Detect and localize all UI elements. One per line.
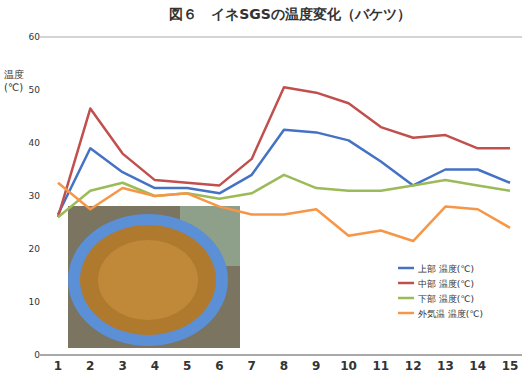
y-tick-label: 30	[29, 191, 41, 201]
y-tick-label: 60	[29, 32, 41, 42]
legend-swatch	[398, 312, 414, 315]
x-tick-label: 13	[437, 359, 454, 373]
x-tick-label: 3	[118, 359, 126, 373]
x-tick-label: 12	[405, 359, 422, 373]
x-tick-label: 7	[248, 359, 256, 373]
x-tick-label: 4	[151, 359, 159, 373]
x-tick-label: 10	[340, 359, 357, 373]
legend-swatch	[398, 297, 414, 300]
x-tick-label: 5	[183, 359, 191, 373]
y-tick-label: 10	[29, 297, 41, 307]
bucket-content-light	[98, 240, 198, 320]
x-tick-label: 6	[215, 359, 223, 373]
y-tick-label: 0	[34, 350, 40, 360]
legend: 上部 温度(℃) 中部 温度(℃) 下部 温度(℃) 外気温 温度(℃)	[398, 264, 483, 319]
y-tick-label: 40	[29, 138, 41, 148]
legend-label: 上部 温度(℃)	[418, 264, 474, 274]
series-line	[58, 130, 510, 215]
x-tick-label: 15	[502, 359, 519, 373]
x-tick-label: 8	[280, 359, 288, 373]
bucket-rim	[68, 214, 228, 346]
series-line	[58, 183, 510, 241]
chart: 図６ イネSGSの温度変化（バケツ）温度(℃)01020304050601234…	[0, 0, 525, 376]
y-axis-label: 温度 (℃)	[4, 69, 24, 93]
photo	[68, 206, 240, 348]
x-tick-label: 1	[54, 359, 62, 373]
series-line	[58, 87, 510, 217]
y-axis-label-line: (℃)	[4, 82, 23, 93]
legend-label: 外気温 温度(℃)	[418, 309, 483, 319]
y-axis-label-line: 温度	[4, 69, 24, 80]
photo-bg	[68, 206, 240, 348]
legend-label: 中部 温度(℃)	[418, 279, 474, 289]
y-tick-label: 20	[29, 244, 41, 254]
x-axis-line	[40, 354, 522, 355]
legend-swatch	[398, 282, 414, 285]
legend-label: 下部 温度(℃)	[418, 294, 474, 304]
plot-area	[58, 87, 510, 241]
x-tick-label: 14	[469, 359, 486, 373]
legend-swatch	[398, 267, 414, 270]
bucket-content	[80, 225, 216, 335]
x-tick-label: 11	[373, 359, 390, 373]
x-tick-label: 2	[86, 359, 94, 373]
grid-line	[40, 37, 522, 38]
y-tick-label: 50	[29, 85, 41, 95]
x-tick-label: 9	[312, 359, 320, 373]
title: 図６ イネSGSの温度変化（バケツ）	[169, 6, 411, 22]
